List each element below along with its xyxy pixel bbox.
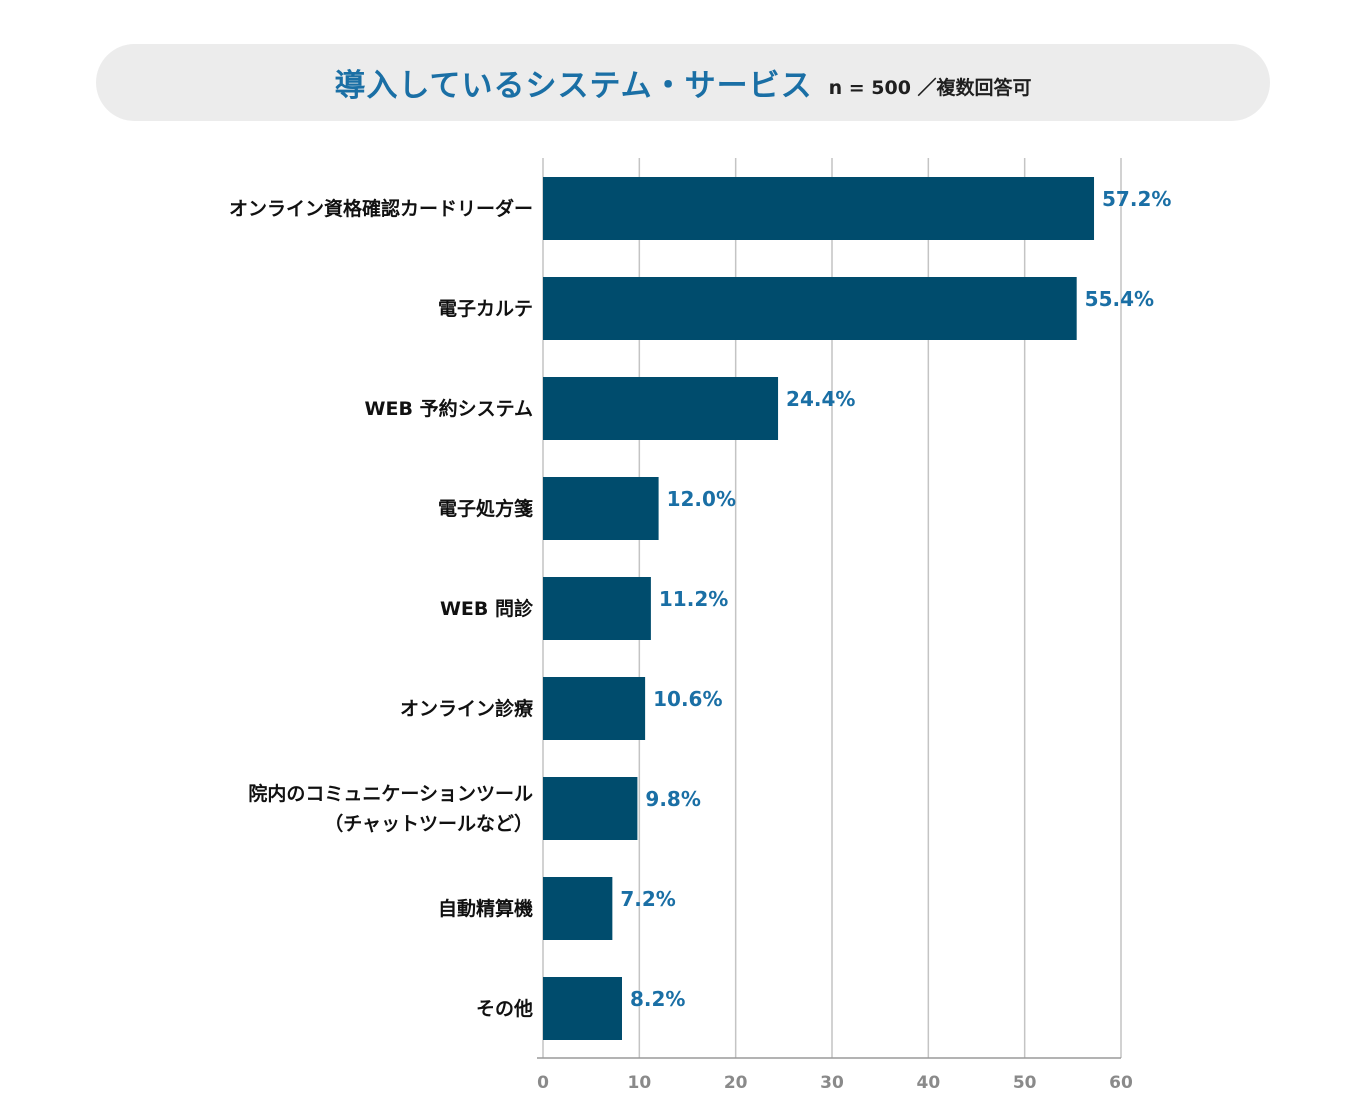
bar bbox=[543, 677, 646, 740]
x-tick-label: 10 bbox=[627, 1073, 651, 1093]
category-label: 院内のコミュニケーションツール （チャットツールなど） bbox=[248, 782, 533, 835]
bar bbox=[543, 877, 613, 940]
category-label: その他 bbox=[475, 997, 533, 1020]
value-label: 7.2% bbox=[620, 887, 675, 911]
bar bbox=[543, 777, 638, 840]
category-label: 自動精算機 bbox=[437, 897, 533, 920]
chart-subtitle: n = 500 ／複数回答可 bbox=[828, 77, 1032, 99]
chart-title: 導入しているシステム・サービス bbox=[334, 68, 813, 104]
x-tick-label: 30 bbox=[820, 1073, 844, 1093]
category-label: オンライン資格確認カードリーダー bbox=[228, 197, 533, 220]
value-label: 55.4% bbox=[1085, 287, 1154, 311]
x-tick-label: 60 bbox=[1109, 1073, 1133, 1093]
value-label: 57.2% bbox=[1102, 187, 1171, 211]
category-label: オンライン診療 bbox=[399, 697, 533, 720]
value-label: 8.2% bbox=[630, 987, 685, 1011]
title-banner: 導入しているシステム・サービス n = 500 ／複数回答可 bbox=[96, 44, 1270, 121]
category-label: WEB 問診 bbox=[439, 597, 533, 620]
bar bbox=[543, 577, 651, 640]
x-tick-label: 20 bbox=[724, 1073, 748, 1093]
category-label: 電子カルテ bbox=[437, 297, 533, 320]
category-label: 電子処方箋 bbox=[437, 497, 533, 520]
category-label: WEB 予約システム bbox=[364, 397, 533, 420]
bar bbox=[543, 477, 659, 540]
value-label: 10.6% bbox=[653, 687, 722, 711]
x-tick-label: 40 bbox=[916, 1073, 940, 1093]
x-tick-label: 50 bbox=[1013, 1073, 1037, 1093]
value-label: 12.0% bbox=[667, 487, 736, 511]
value-label: 24.4% bbox=[786, 387, 855, 411]
bar bbox=[543, 377, 779, 440]
bar bbox=[543, 277, 1077, 340]
bar bbox=[543, 977, 622, 1040]
value-label: 11.2% bbox=[659, 587, 728, 611]
value-label: 9.8% bbox=[645, 787, 700, 811]
bar bbox=[543, 177, 1095, 240]
x-tick-label: 0 bbox=[537, 1073, 549, 1093]
